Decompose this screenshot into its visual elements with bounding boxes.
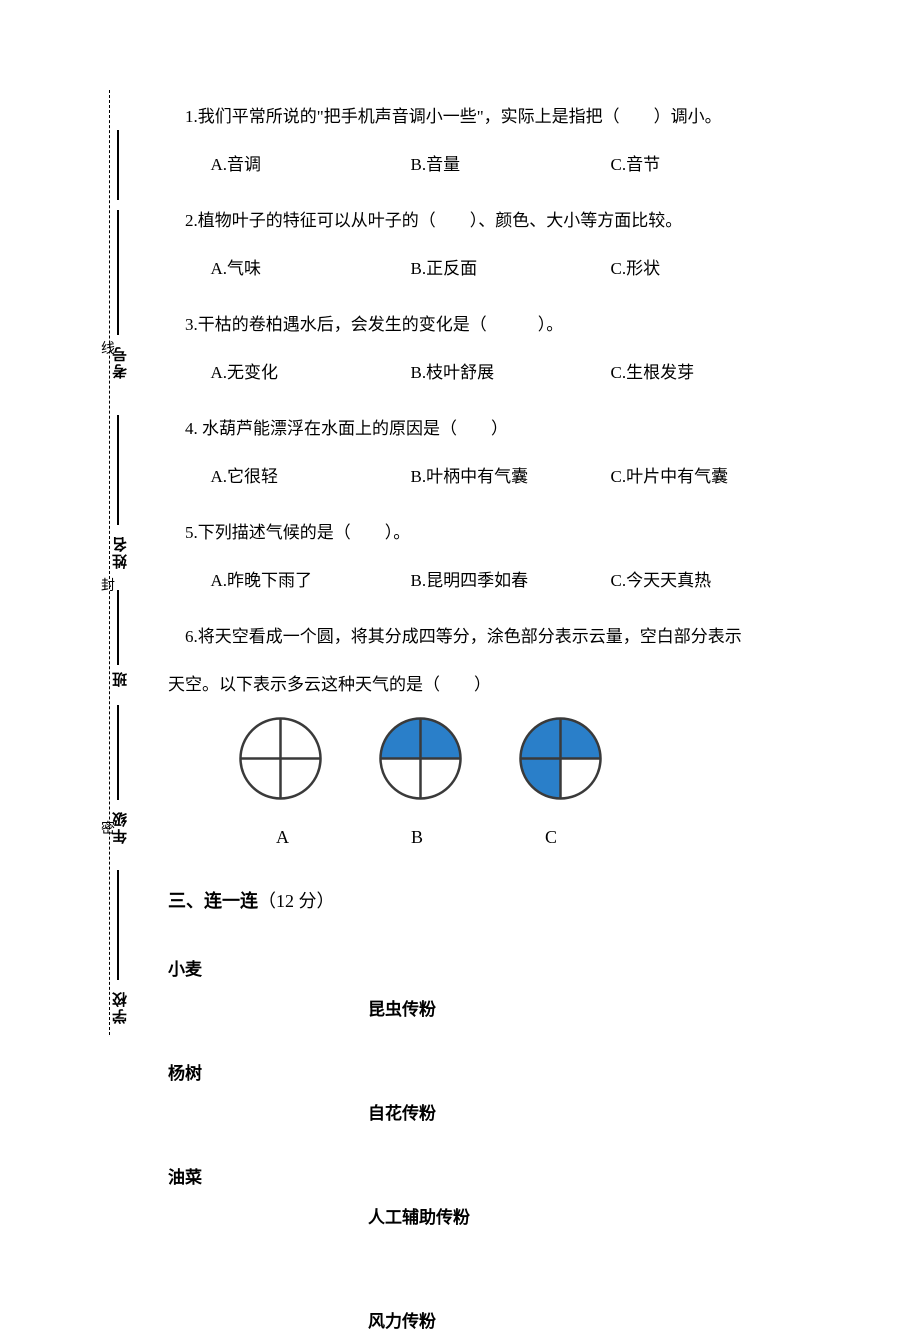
q2-options: A.气味 B.正反面 C.形状 bbox=[168, 252, 848, 286]
q5-opt-c: C.今天天真热 bbox=[611, 564, 811, 598]
match-right-1: 昆虫传粉 bbox=[368, 993, 568, 1027]
q2-opt-c: C.形状 bbox=[611, 252, 811, 286]
blank-line-school bbox=[117, 870, 119, 980]
label-school: 学校 bbox=[110, 990, 131, 1024]
q1-stem: 1.我们平常所说的"把手机声音调小一些"，实际上是指把（ ）调小。 bbox=[168, 100, 848, 134]
question-6: 6.将天空看成一个圆，将其分成四等分，涂色部分表示云量，空白部分表示 天空。以下… bbox=[168, 620, 848, 855]
matching-grid: 小麦 杨树 油菜 昆虫传粉 自花传粉 人工辅助传粉 风力传粉 bbox=[168, 953, 848, 1339]
q2-opt-b: B.正反面 bbox=[411, 252, 611, 286]
q1-options: A.音调 B.音量 C.音节 bbox=[168, 148, 848, 182]
section-3-title-rest: （12 分） bbox=[258, 891, 335, 911]
q3-options: A.无变化 B.枝叶舒展 C.生根发芽 bbox=[168, 356, 848, 390]
blank-line-examno bbox=[117, 210, 119, 335]
fold-mark-xian: 线 bbox=[101, 338, 115, 358]
q5-opt-a: A.昨晚下雨了 bbox=[211, 564, 411, 598]
q4-options: A.它很轻 B.叶柄中有气囊 C.叶片中有气囊 bbox=[168, 460, 848, 494]
exam-content: 1.我们平常所说的"把手机声音调小一些"，实际上是指把（ ）调小。 A.音调 B… bbox=[168, 100, 848, 1339]
fold-mark-mi: 密 bbox=[101, 818, 115, 838]
q6-label-a: A bbox=[276, 819, 289, 855]
label-name: 姓名 bbox=[110, 535, 131, 569]
q6-stem-line1: 6.将天空看成一个圆，将其分成四等分，涂色部分表示云量，空白部分表示 bbox=[168, 620, 848, 654]
binding-dashed-line bbox=[108, 90, 110, 1035]
section-3-title-bold: 三、连一连 bbox=[168, 891, 258, 911]
q5-stem: 5.下列描述气候的是（ ）。 bbox=[168, 516, 848, 550]
question-4: 4. 水葫芦能漂浮在水面上的原因是（ ） A.它很轻 B.叶柄中有气囊 C.叶片… bbox=[168, 412, 848, 494]
question-3: 3.干枯的卷柏遇水后，会发生的变化是（ ）。 A.无变化 B.枝叶舒展 C.生根… bbox=[168, 308, 848, 390]
q6-diagrams bbox=[168, 716, 848, 801]
q3-opt-a: A.无变化 bbox=[211, 356, 411, 390]
q4-opt-a: A.它很轻 bbox=[211, 460, 411, 494]
match-right-4: 风力传粉 bbox=[368, 1305, 568, 1339]
q1-opt-a: A.音调 bbox=[211, 148, 411, 182]
match-left-1: 小麦 bbox=[168, 953, 368, 1027]
q3-opt-b: B.枝叶舒展 bbox=[411, 356, 611, 390]
q4-opt-c: C.叶片中有气囊 bbox=[611, 460, 811, 494]
q5-opt-b: B.昆明四季如春 bbox=[411, 564, 611, 598]
q3-opt-c: C.生根发芽 bbox=[611, 356, 811, 390]
match-right-3: 人工辅助传粉 bbox=[368, 1201, 568, 1235]
q6-stem-line2: 天空。以下表示多云这种天气的是（ ） bbox=[168, 668, 848, 702]
blank-line-class bbox=[117, 590, 119, 665]
q5-options: A.昨晚下雨了 B.昆明四季如春 C.今天天真热 bbox=[168, 564, 848, 598]
question-5: 5.下列描述气候的是（ ）。 A.昨晚下雨了 B.昆明四季如春 C.今天天真热 bbox=[168, 516, 848, 598]
q2-opt-a: A.气味 bbox=[211, 252, 411, 286]
q6-label-c: C bbox=[545, 819, 557, 855]
q1-opt-c: C.音节 bbox=[611, 148, 811, 182]
blank-line-top bbox=[117, 130, 119, 200]
q2-stem: 2.植物叶子的特征可以从叶子的（ ）、颜色、大小等方面比较。 bbox=[168, 204, 848, 238]
match-left-2: 杨树 bbox=[168, 1057, 368, 1131]
cloud-circle-diagram bbox=[518, 716, 603, 801]
q3-stem: 3.干枯的卷柏遇水后，会发生的变化是（ ）。 bbox=[168, 308, 848, 342]
label-class: 班 bbox=[110, 670, 131, 687]
match-right-2: 自花传粉 bbox=[368, 1097, 568, 1131]
section-3-title: 三、连一连（12 分） bbox=[168, 883, 848, 919]
cloud-circle-diagram bbox=[378, 716, 463, 801]
cloud-circle-diagram bbox=[238, 716, 323, 801]
q1-opt-b: B.音量 bbox=[411, 148, 611, 182]
answer-sheet-sidebar: 学校 年级 班 姓名 考号 bbox=[55, 90, 125, 1040]
match-left-3: 油菜 bbox=[168, 1161, 368, 1235]
q4-stem: 4. 水葫芦能漂浮在水面上的原因是（ ） bbox=[168, 412, 848, 446]
blank-line-name bbox=[117, 415, 119, 525]
question-2: 2.植物叶子的特征可以从叶子的（ ）、颜色、大小等方面比较。 A.气味 B.正反… bbox=[168, 204, 848, 286]
q4-opt-b: B.叶柄中有气囊 bbox=[411, 460, 611, 494]
fold-mark-feng: 封 bbox=[101, 575, 115, 595]
question-1: 1.我们平常所说的"把手机声音调小一些"，实际上是指把（ ）调小。 A.音调 B… bbox=[168, 100, 848, 182]
blank-line-grade bbox=[117, 705, 119, 800]
q6-diagram-labels: A B C bbox=[168, 819, 848, 855]
q6-label-b: B bbox=[411, 819, 423, 855]
